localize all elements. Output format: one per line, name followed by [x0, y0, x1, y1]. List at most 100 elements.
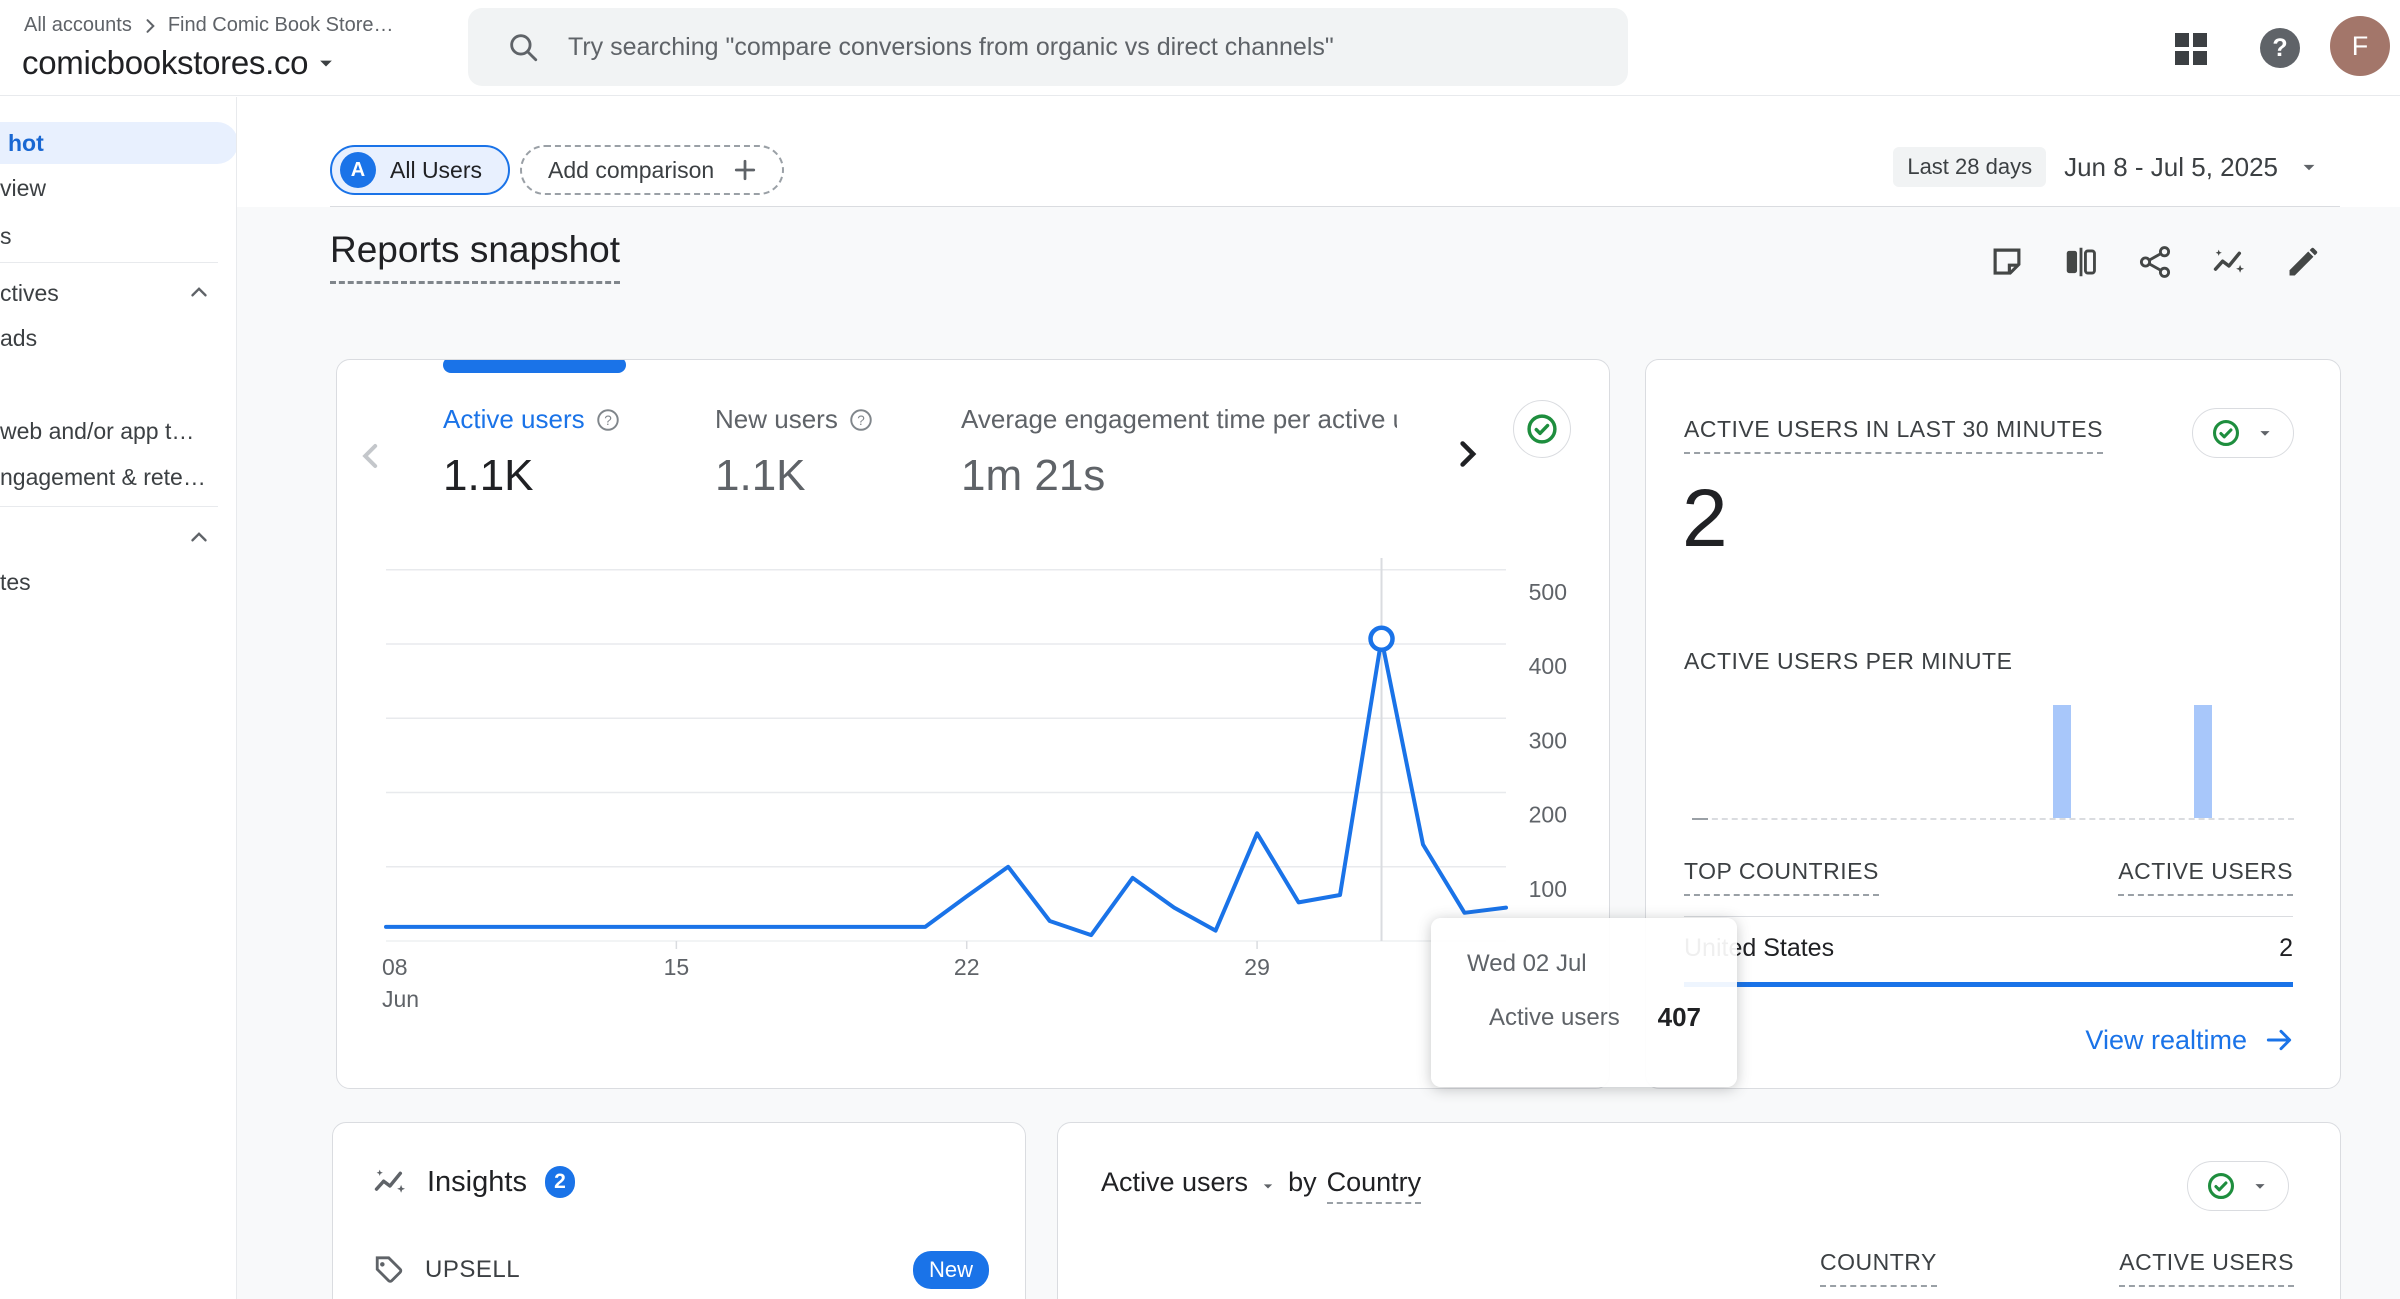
- metric-label: New users: [715, 404, 838, 434]
- svg-text:22: 22: [954, 954, 980, 980]
- toolbar-divider: [330, 206, 2340, 207]
- add-note-icon[interactable]: [1984, 239, 2030, 285]
- sidebar-item-reports-snapshot[interactable]: hot: [0, 122, 236, 164]
- plus-icon: [730, 155, 760, 185]
- svg-text:100: 100: [1529, 876, 1567, 902]
- check-circle-icon: [2207, 1172, 2235, 1200]
- svg-text:400: 400: [1529, 653, 1567, 679]
- country-share-bar: [1684, 982, 2293, 987]
- view-realtime-link[interactable]: View realtime: [2085, 1024, 2295, 1056]
- breadcrumb-chevron-icon: [140, 16, 160, 36]
- date-range-selector[interactable]: Last 28 days Jun 8 - Jul 5, 2025: [1893, 147, 2322, 187]
- apps-grid-icon[interactable]: [2168, 26, 2214, 72]
- sidebar-item-drive-traffic[interactable]: web and/or app t…: [0, 418, 195, 444]
- per-minute-bar: [2194, 705, 2212, 818]
- svg-text:?: ?: [604, 412, 612, 427]
- country-data-quality-button[interactable]: [2187, 1161, 2289, 1211]
- breadcrumb-all-accounts[interactable]: All accounts: [24, 14, 132, 36]
- all-users-chip[interactable]: A All Users: [330, 145, 511, 195]
- caret-down-icon: [2255, 1184, 2265, 1189]
- insights-card: Insights 2 UPSELL New: [332, 1122, 1026, 1299]
- tooltip-date: Wed 02 Jul: [1467, 950, 1587, 977]
- breadcrumb-account[interactable]: Find Comic Book Store…: [167, 14, 394, 36]
- metric-tab-avg-engagement-time[interactable]: Average engagement time per active us 1m…: [961, 404, 1397, 501]
- active-users-chart-card: Active users ? 1.1K New users ? 1.1K Ave…: [336, 359, 1610, 1089]
- date-range-text: Jun 8 - Jul 5, 2025: [2064, 151, 2278, 182]
- share-icon[interactable]: [2132, 239, 2178, 285]
- sidebar-nav: hot view s ctives ads web and/or app t… …: [0, 97, 237, 1299]
- compare-reports-icon[interactable]: [2058, 239, 2104, 285]
- insights-header: Insights 2: [371, 1163, 575, 1201]
- insights-icon: [374, 1169, 406, 1193]
- all-users-avatar: A: [340, 152, 376, 188]
- caret-down-icon: [312, 49, 340, 77]
- metric-dropdown[interactable]: Active users: [1101, 1167, 1249, 1197]
- chart-tooltip: Wed 02 Jul Active users 407: [1431, 918, 1737, 1087]
- help-icon[interactable]: ?: [2256, 24, 2304, 72]
- caret-down-icon: [2260, 431, 2270, 436]
- help-circle-icon: ?: [596, 408, 619, 431]
- new-badge: New: [912, 1251, 989, 1289]
- chevron-up-icon[interactable]: [186, 524, 212, 550]
- add-comparison-button[interactable]: Add comparison: [520, 145, 785, 195]
- realtime-heading: ACTIVE USERS IN LAST 30 MINUTES: [1684, 416, 2103, 454]
- insights-count-badge: 2: [544, 1166, 575, 1198]
- avatar[interactable]: F: [2330, 16, 2390, 76]
- sidebar-item[interactable]: s: [0, 223, 12, 249]
- realtime-card: ACTIVE USERS IN LAST 30 MINUTES 2 ACTIVE…: [1645, 359, 2341, 1089]
- metric-label: Average engagement time per active us: [961, 404, 1397, 434]
- caret-down-icon: [1263, 1183, 1273, 1188]
- insights-icon[interactable]: [2206, 239, 2252, 285]
- metrics-scroll-left-icon[interactable]: [349, 434, 393, 478]
- sidebar-item-user-attributes[interactable]: tes: [0, 569, 31, 595]
- sidebar-item-realtime-overview[interactable]: view: [0, 175, 47, 201]
- search-placeholder: Try searching "compare conversions from …: [568, 32, 1334, 61]
- svg-text:500: 500: [1529, 579, 1567, 605]
- svg-text:200: 200: [1529, 802, 1567, 828]
- insight-label: UPSELL: [425, 1256, 521, 1283]
- check-circle-icon: [2212, 419, 2240, 447]
- selected-metric-indicator: [443, 360, 626, 373]
- tooltip-series-label: Active users: [1489, 1003, 1620, 1031]
- insight-item-upsell[interactable]: UPSELL New: [371, 1251, 989, 1289]
- card-title: Active users by Country: [1101, 1167, 1422, 1204]
- metric-tab-active-users[interactable]: Active users ? 1.1K: [443, 404, 621, 501]
- active-users-header: ACTIVE USERS: [2118, 858, 2293, 896]
- property-switcher[interactable]: comicbookstores.co: [22, 44, 340, 82]
- active-users-column-header: ACTIVE USERS: [2119, 1249, 2294, 1287]
- edit-icon[interactable]: [2280, 239, 2326, 285]
- svg-text:29: 29: [1244, 954, 1270, 980]
- per-minute-bar: [2053, 705, 2071, 818]
- chevron-up-icon[interactable]: [186, 279, 212, 305]
- avatar-letter: F: [2351, 30, 2369, 61]
- page-title: Reports snapshot: [330, 229, 621, 284]
- search-input[interactable]: Try searching "compare conversions from …: [468, 8, 1628, 86]
- value-cell: 2: [2279, 934, 2293, 962]
- property-name: comicbookstores.co: [22, 44, 309, 81]
- view-realtime-label: View realtime: [2085, 1024, 2247, 1055]
- metric-tab-new-users[interactable]: New users ? 1.1K: [715, 404, 874, 501]
- realtime-data-quality-button[interactable]: [2192, 408, 2294, 458]
- svg-text:15: 15: [664, 954, 690, 980]
- sidebar-divider: [0, 506, 218, 507]
- active-users-line-chart[interactable]: 100 200 300 400 500 08 Jun 15 22 29: [337, 540, 1609, 1030]
- data-quality-check-icon[interactable]: [1513, 400, 1571, 458]
- svg-text:08: 08: [382, 954, 408, 980]
- by-word: by: [1288, 1167, 1317, 1197]
- metrics-scroll-right-icon[interactable]: [1445, 432, 1489, 476]
- report-actions: [1984, 239, 2326, 285]
- caret-down-icon: [2296, 154, 2322, 180]
- dimension-dropdown[interactable]: Country: [1326, 1167, 1422, 1204]
- sidebar-item-generate-leads[interactable]: ads: [0, 325, 38, 351]
- top-countries-header: TOP COUNTRIES: [1684, 858, 1879, 896]
- svg-text:300: 300: [1529, 727, 1567, 753]
- metric-value: 1m 21s: [961, 451, 1106, 500]
- svg-text:?: ?: [2272, 34, 2287, 62]
- baseline-tick: [1692, 818, 1708, 820]
- table-row: United States 2: [1684, 934, 2293, 963]
- svg-text:?: ?: [857, 412, 865, 427]
- sidebar-section-business-objectives[interactable]: ctives: [0, 280, 59, 306]
- active-users-30min-value: 2: [1682, 473, 1728, 564]
- sidebar-item-engagement-retention[interactable]: ngagement & rete…: [0, 464, 206, 490]
